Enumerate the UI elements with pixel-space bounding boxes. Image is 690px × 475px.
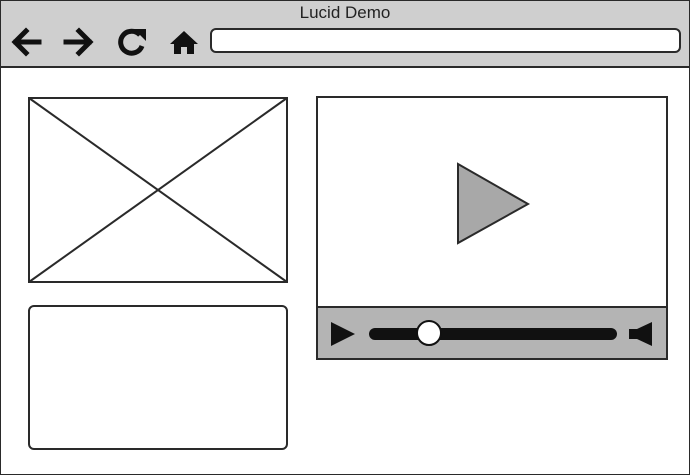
big-play-icon[interactable] bbox=[318, 98, 666, 306]
video-controls bbox=[318, 306, 666, 358]
content-panel bbox=[28, 305, 288, 450]
home-icon[interactable] bbox=[167, 25, 201, 59]
arrow-left-icon[interactable] bbox=[9, 25, 43, 59]
video-player[interactable] bbox=[316, 96, 668, 360]
address-bar-input[interactable] bbox=[210, 28, 681, 53]
window-title: Lucid Demo bbox=[299, 3, 391, 22]
refresh-icon[interactable] bbox=[114, 25, 148, 59]
seek-bar[interactable] bbox=[369, 320, 617, 346]
speaker-icon[interactable] bbox=[626, 320, 656, 348]
play-icon[interactable] bbox=[328, 320, 358, 348]
image-placeholder bbox=[28, 97, 288, 283]
video-screen[interactable] bbox=[318, 98, 666, 306]
browser-toolbar: Lucid Demo bbox=[1, 1, 689, 68]
seek-thumb[interactable] bbox=[415, 320, 442, 346]
arrow-right-icon[interactable] bbox=[62, 25, 96, 59]
